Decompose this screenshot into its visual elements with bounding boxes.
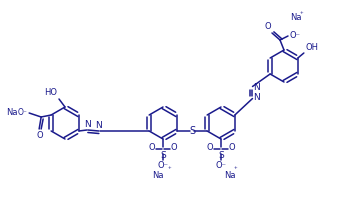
Text: O: O [229, 143, 236, 153]
Text: O⁻: O⁻ [17, 107, 27, 116]
Text: ⁺: ⁺ [300, 12, 304, 18]
Text: O⁻: O⁻ [290, 31, 301, 39]
Text: O⁻: O⁻ [158, 161, 168, 170]
Text: O: O [37, 131, 43, 140]
Text: N: N [95, 121, 102, 130]
Text: Na: Na [290, 13, 301, 22]
Text: O: O [171, 143, 178, 153]
Text: S: S [160, 151, 166, 160]
Text: OH: OH [306, 43, 319, 52]
Text: O⁻: O⁻ [216, 161, 226, 170]
Text: ⁺: ⁺ [234, 167, 238, 173]
Text: O: O [206, 143, 213, 153]
Text: Na: Na [224, 171, 236, 180]
Text: S: S [218, 151, 224, 160]
Text: ⁺: ⁺ [168, 167, 172, 173]
Text: N: N [85, 120, 91, 129]
Text: HO: HO [44, 88, 57, 97]
Text: O: O [264, 22, 271, 31]
Text: Na: Na [6, 107, 17, 116]
Text: N: N [253, 83, 260, 92]
Text: N: N [253, 93, 260, 102]
Text: S: S [189, 126, 195, 136]
Text: O: O [148, 143, 155, 153]
Text: Na: Na [152, 171, 164, 180]
